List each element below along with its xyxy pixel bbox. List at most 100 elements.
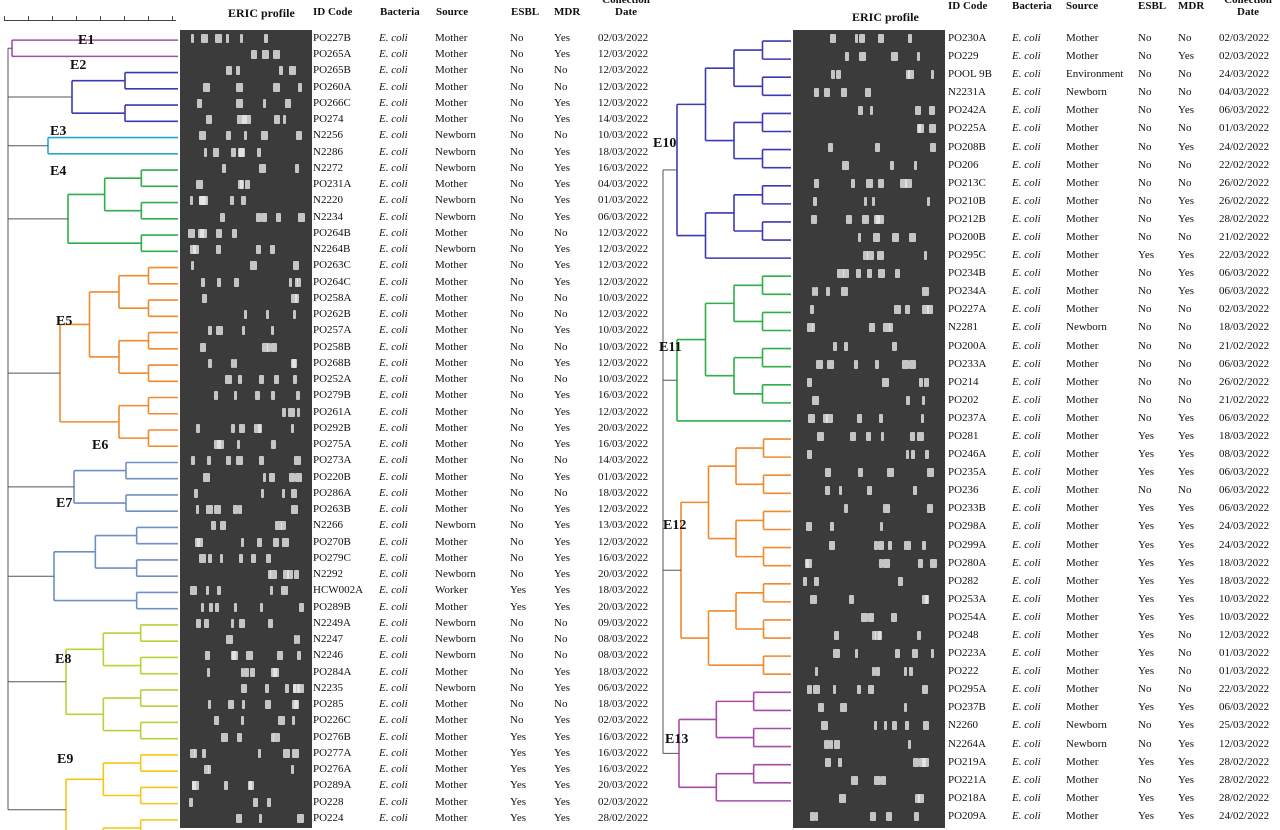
gel-band — [190, 245, 196, 255]
cell-collection-date: 02/03/2022 — [598, 32, 649, 44]
gel-lane — [180, 552, 312, 568]
gel-band — [251, 50, 257, 60]
cell-mdr: Yes — [554, 584, 571, 597]
cell-id-code: PO234A — [948, 285, 987, 298]
cell-id-code: PO237B — [948, 701, 986, 714]
cell-esbl: No — [1138, 158, 1152, 171]
gel-band — [226, 34, 229, 43]
gel-band — [231, 618, 234, 628]
gel-lane — [180, 194, 312, 210]
cell-id-code: PO208B — [948, 140, 986, 153]
cell-source: Mother — [1066, 629, 1099, 641]
gel-lane — [180, 48, 312, 64]
gel-band — [275, 521, 282, 531]
gel-band — [278, 716, 285, 726]
cell-source: Newborn — [435, 616, 476, 629]
gel-band — [886, 811, 892, 821]
cell-id-code: PO246A — [948, 448, 987, 461]
gel-band — [925, 450, 929, 460]
gel-lane — [793, 647, 945, 665]
gel-band — [912, 649, 918, 659]
cell-esbl: Yes — [1138, 665, 1155, 678]
cell-mdr: Yes — [554, 503, 571, 516]
gel-lane — [180, 129, 312, 145]
cell-esbl: Yes — [1138, 430, 1155, 442]
cell-esbl: Yes — [510, 779, 527, 792]
cell-mdr: No — [554, 616, 568, 629]
gel-band — [930, 142, 936, 152]
gel-band — [208, 553, 212, 563]
gel-band — [296, 391, 300, 401]
gel-band — [204, 618, 209, 628]
cell-collection-date: 01/03/2022 — [598, 470, 649, 483]
cell-esbl: No — [1138, 212, 1152, 225]
cell-esbl: No — [510, 356, 524, 369]
gel-band — [811, 214, 817, 224]
cell-esbl: No — [510, 129, 524, 142]
cell-source: Newborn — [435, 633, 476, 646]
cell-collection-date: 10/03/2022 — [598, 129, 649, 142]
gel-band — [188, 228, 195, 238]
cell-bacteria: E. coli — [379, 129, 408, 142]
gel-lane — [180, 292, 312, 308]
cell-mdr: Yes — [1178, 249, 1195, 262]
cell-source: Mother — [1066, 375, 1099, 388]
gel-band — [931, 649, 934, 659]
cell-mdr: No — [1178, 86, 1192, 99]
gel-band — [191, 261, 194, 271]
cell-esbl: Yes — [1138, 574, 1155, 587]
gel-band — [922, 305, 929, 315]
gel-band — [276, 212, 281, 222]
gel-band — [844, 341, 848, 351]
gel-band — [908, 739, 911, 749]
gel-band — [265, 683, 269, 693]
gel-band — [922, 685, 928, 695]
gel-band — [817, 432, 824, 441]
cell-collection-date: 20/03/2022 — [598, 568, 649, 581]
cell-collection-date: 22/03/2022 — [1219, 683, 1270, 696]
gel-band — [216, 245, 221, 255]
cell-bacteria: E. coli — [379, 405, 408, 418]
gel-band — [194, 748, 197, 758]
gel-band — [279, 66, 283, 76]
gel-band — [239, 618, 245, 628]
gel-band — [273, 50, 280, 60]
gel-band — [194, 488, 198, 498]
cell-source: Mother — [435, 470, 468, 483]
cell-mdr: No — [554, 698, 568, 711]
cell-bacteria: E. coli — [379, 80, 408, 93]
cell-collection-date: 22/03/2022 — [1219, 249, 1270, 262]
cell-bacteria: E. coli — [379, 681, 408, 694]
gel-band — [267, 342, 271, 352]
gel-band — [808, 413, 815, 423]
cell-source: Mother — [1066, 430, 1099, 442]
cell-mdr: No — [1178, 176, 1192, 189]
cell-collection-date: 12/03/2022 — [1219, 737, 1270, 750]
gel-band — [198, 228, 204, 238]
gel-band — [813, 196, 817, 206]
gel-band — [226, 635, 233, 645]
gel-lane — [793, 701, 945, 719]
cell-bacteria: E. coli — [1012, 321, 1041, 334]
cell-collection-date: 24/03/2022 — [1219, 538, 1270, 551]
gel-band — [855, 649, 858, 659]
gel-band — [207, 667, 210, 677]
gel-lane — [793, 68, 945, 86]
cell-id-code: PO218A — [948, 791, 987, 804]
cell-collection-date: 22/02/2022 — [1219, 158, 1270, 171]
gel-band — [196, 180, 203, 190]
gel-band — [214, 716, 219, 726]
cell-source: Mother — [435, 48, 468, 61]
gel-band — [878, 269, 885, 279]
cell-esbl: No — [1138, 321, 1152, 334]
cell-id-code: PO231A — [313, 178, 352, 191]
gel-band — [812, 395, 819, 405]
cell-mdr: Yes — [1178, 466, 1195, 479]
cell-esbl: Yes — [510, 811, 527, 824]
cell-esbl: No — [510, 291, 524, 304]
gel-lane — [180, 714, 312, 730]
gel-band — [251, 553, 256, 563]
cell-source: Mother — [435, 714, 468, 727]
cell-mdr: Yes — [1178, 502, 1195, 515]
cell-bacteria: E. coli — [1012, 357, 1041, 370]
